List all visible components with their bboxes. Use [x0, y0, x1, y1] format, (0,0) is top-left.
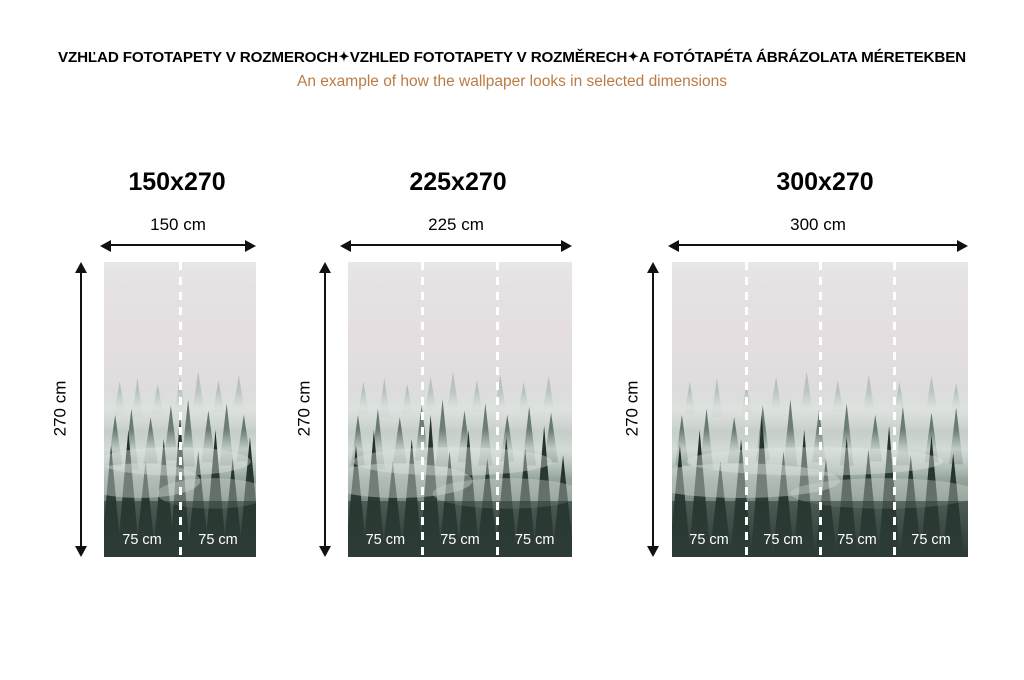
panel-title: 300x270	[776, 168, 874, 196]
arrow-head-down-icon	[647, 546, 659, 557]
height-dimension-arrow-icon	[318, 262, 332, 557]
arrow-head-right-icon	[561, 239, 572, 252]
arrow-shaft	[324, 269, 326, 550]
panel-height-label: 270 cm	[294, 380, 314, 437]
arrow-head-left-icon	[340, 239, 351, 252]
wallpaper-preview: 75 cm 75 cm	[104, 262, 256, 557]
arrow-head-left-icon	[668, 239, 679, 252]
arrow-shaft	[80, 269, 82, 550]
panel-width-label: 300 cm	[790, 215, 846, 234]
panel-title: 225x270	[409, 168, 507, 196]
page-title-part-sk: VZHĽAD FOTOTAPETY V ROZMEROCH	[57, 49, 338, 66]
panel-height-label: 270 cm	[622, 380, 642, 437]
arrow-head-down-icon	[319, 546, 331, 557]
arrow-head-down-icon	[75, 546, 87, 557]
wallpaper-preview: 75 cm 75 cm 75 cm 75 cm	[672, 262, 968, 557]
arrow-head-left-icon	[100, 239, 111, 252]
sparkle-icon: ✦	[338, 49, 350, 64]
width-dimension-arrow-icon	[100, 238, 256, 252]
height-dimension-arrow-icon	[74, 262, 88, 557]
size-panel-225x270: 225x270 225 cm 270 cm	[294, 160, 596, 590]
size-panel-150x270: 150x270 150 cm 270 cm	[40, 160, 290, 590]
panel-title: 150x270	[128, 168, 226, 196]
arrow-head-up-icon	[319, 262, 331, 273]
size-panel-300x270: 300x270 300 cm 270 cm	[600, 160, 1000, 590]
arrow-shaft	[347, 244, 565, 246]
arrow-head-up-icon	[647, 262, 659, 273]
arrow-head-up-icon	[75, 262, 87, 273]
size-preview-panels: 150x270 150 cm 270 cm	[0, 160, 1024, 590]
page-title-part-cz: VZHLED FOTOTAPETY V ROZMĚRECH	[349, 49, 628, 66]
page-title-part-hu: A FOTÓTAPÉTA ÁBRÁZOLATA MÉRETEKBEN	[638, 49, 966, 66]
panel-width-label: 225 cm	[428, 215, 484, 234]
width-dimension-arrow-icon	[668, 238, 968, 252]
wallpaper-preview: 75 cm 75 cm 75 cm	[348, 262, 572, 557]
arrow-head-right-icon	[957, 239, 968, 252]
forest-illustration	[104, 262, 256, 557]
page-header: VZHĽAD FOTOTAPETY V ROZMEROCH✦VZHLED FOT…	[0, 0, 1024, 90]
arrow-shaft	[675, 244, 961, 246]
page-subtitle: An example of how the wallpaper looks in…	[297, 73, 727, 91]
height-dimension-arrow-icon	[646, 262, 660, 557]
arrow-shaft	[652, 269, 654, 550]
forest-illustration	[672, 262, 968, 557]
arrow-shaft	[107, 244, 249, 246]
page-title: VZHĽAD FOTOTAPETY V ROZMEROCH✦VZHLED FOT…	[0, 50, 1024, 65]
width-dimension-arrow-icon	[340, 238, 572, 252]
panel-width-label: 150 cm	[150, 215, 206, 234]
arrow-head-right-icon	[245, 239, 256, 252]
forest-illustration	[348, 262, 572, 557]
sparkle-icon: ✦	[627, 49, 639, 64]
panel-height-label: 270 cm	[50, 380, 70, 437]
